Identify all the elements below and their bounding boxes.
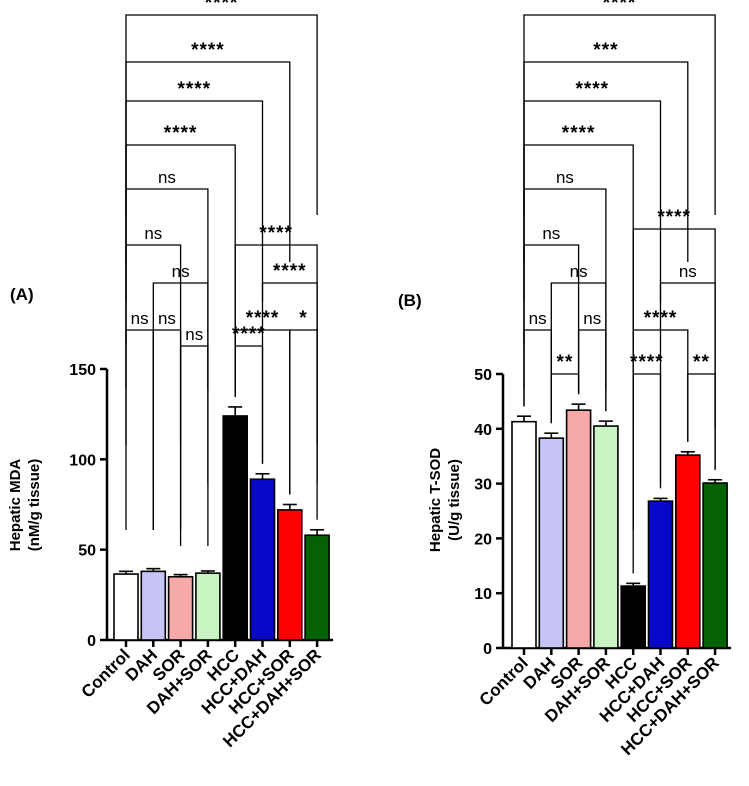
significance-label: **** bbox=[191, 40, 225, 61]
y-tick-label: 150 bbox=[69, 362, 96, 379]
y-axis-title: Hepatic T-SOD (U/g tissue) bbox=[427, 448, 463, 552]
significance-label: ns bbox=[556, 168, 574, 187]
significance-bracket bbox=[632, 228, 716, 429]
panel-label: (B) bbox=[398, 291, 422, 310]
y-axis-title-line: (U/g tissue) bbox=[446, 459, 463, 541]
bar bbox=[702, 482, 728, 649]
significance-label: ns bbox=[583, 309, 601, 328]
y-axis-title-line: Hepatic MDA bbox=[7, 459, 24, 552]
y-axis-title: Hepatic MDA (nM/g tissue) bbox=[7, 459, 43, 552]
significance-label: **** bbox=[177, 79, 211, 100]
bar bbox=[304, 534, 330, 641]
significance-label: **** bbox=[246, 308, 280, 329]
significance-bracket bbox=[523, 14, 716, 215]
significance-bracket bbox=[577, 329, 607, 412]
y-axis-title-line: Hepatic T-SOD bbox=[427, 448, 444, 552]
y-tick-label: 20 bbox=[474, 531, 492, 548]
panel-label: (A) bbox=[10, 285, 34, 304]
significance-bracket bbox=[550, 373, 580, 424]
significance-label: **** bbox=[630, 352, 664, 373]
panel-a-mda-chart: (A)Hepatic MDA (nM/g tissue)050100150Cont… bbox=[7, 0, 334, 751]
significance-label: **** bbox=[273, 261, 307, 282]
significance-label: * bbox=[299, 308, 307, 329]
significance-label: ns bbox=[185, 325, 203, 344]
significance-label: ns bbox=[529, 309, 547, 328]
significance-label: **** bbox=[205, 0, 239, 14]
significance-bracket bbox=[687, 373, 716, 470]
bar bbox=[167, 575, 194, 641]
significance-label: **** bbox=[575, 79, 609, 100]
significance-bracket bbox=[179, 345, 209, 546]
significance-label: **** bbox=[232, 324, 266, 345]
significance-label: ns bbox=[158, 309, 176, 328]
significance-label: ns bbox=[679, 262, 697, 281]
significance-label: ** bbox=[693, 352, 710, 373]
bar bbox=[538, 437, 565, 649]
y-tick-label: 100 bbox=[69, 452, 96, 469]
significance-label: **** bbox=[603, 0, 637, 14]
bar bbox=[620, 585, 647, 649]
significance-label: ns bbox=[570, 262, 588, 281]
y-tick-label: 0 bbox=[483, 641, 492, 658]
significance-bracket bbox=[152, 329, 182, 530]
y-tick-label: 30 bbox=[474, 477, 492, 494]
significance-label: **** bbox=[657, 207, 691, 228]
bar bbox=[565, 409, 592, 649]
significance-bracket bbox=[523, 329, 552, 424]
significance-bracket bbox=[289, 329, 318, 520]
y-tick-label: 50 bbox=[474, 367, 492, 384]
bar bbox=[249, 478, 276, 641]
bar bbox=[113, 573, 139, 641]
significance-label: ns bbox=[172, 262, 190, 281]
significance-bracket bbox=[125, 188, 209, 389]
y-tick-label: 50 bbox=[78, 543, 96, 560]
y-tick-label: 10 bbox=[474, 586, 492, 603]
significance-label: **** bbox=[562, 123, 596, 144]
y-tick-label: 0 bbox=[87, 633, 96, 650]
significance-label: ** bbox=[557, 352, 574, 373]
significance-bracket bbox=[125, 329, 154, 530]
bar bbox=[140, 570, 167, 641]
bar bbox=[276, 509, 303, 641]
y-tick-label: 40 bbox=[474, 422, 492, 439]
significance-label: ns bbox=[542, 224, 560, 243]
significance-label: **** bbox=[259, 223, 293, 244]
bar bbox=[593, 425, 619, 649]
y-axis-title-line: (nM/g tissue) bbox=[26, 459, 43, 552]
significance-label: *** bbox=[593, 40, 618, 61]
bar bbox=[647, 500, 674, 649]
bar bbox=[222, 415, 248, 641]
significance-label: ns bbox=[144, 224, 162, 243]
significance-label: ns bbox=[158, 168, 176, 187]
significance-label: **** bbox=[644, 308, 678, 329]
significance-bracket bbox=[234, 345, 264, 464]
significance-bracket bbox=[632, 373, 662, 574]
bar bbox=[511, 420, 537, 649]
significance-bracket bbox=[523, 244, 580, 407]
significance-label: ns bbox=[131, 309, 149, 328]
significance-label: **** bbox=[164, 123, 198, 144]
bar bbox=[195, 572, 221, 641]
bar bbox=[674, 454, 701, 649]
panel-b-tsod-chart: (B)Hepatic T-SOD (U/g tissue)01020304050C… bbox=[398, 0, 732, 759]
